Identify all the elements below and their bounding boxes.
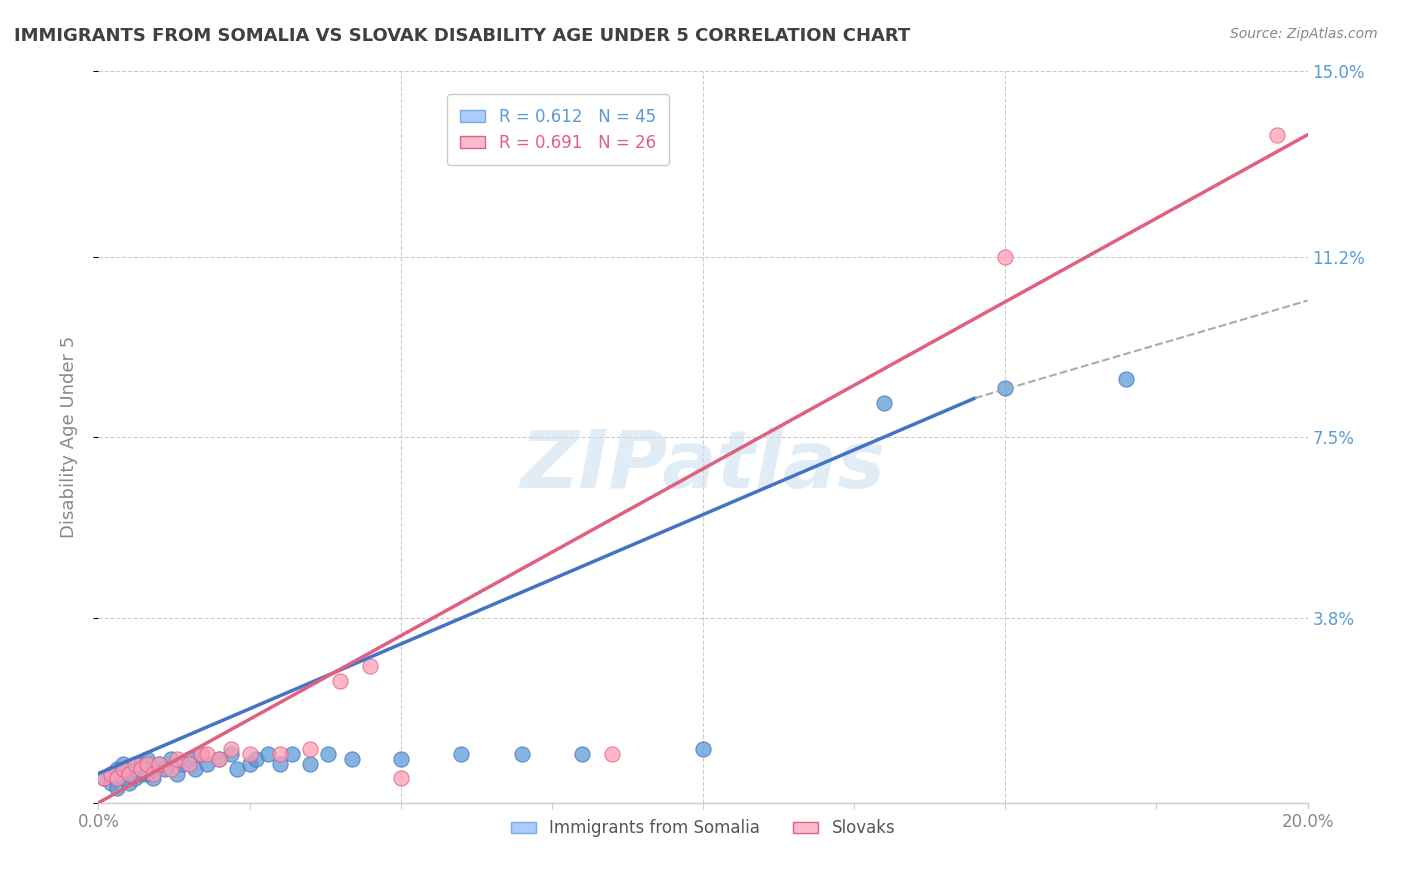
Text: IMMIGRANTS FROM SOMALIA VS SLOVAK DISABILITY AGE UNDER 5 CORRELATION CHART: IMMIGRANTS FROM SOMALIA VS SLOVAK DISABI… bbox=[14, 27, 910, 45]
Point bbox=[100, 766, 122, 780]
Point bbox=[221, 742, 243, 756]
Point bbox=[118, 776, 141, 790]
Point bbox=[129, 766, 152, 780]
Point bbox=[195, 747, 218, 761]
Point bbox=[256, 747, 278, 761]
Y-axis label: Disability Age Under 5: Disability Age Under 5 bbox=[59, 336, 77, 538]
Point bbox=[281, 747, 304, 761]
Point bbox=[142, 766, 165, 780]
Point bbox=[166, 766, 188, 780]
Point bbox=[172, 756, 194, 771]
Point bbox=[124, 756, 146, 771]
Point bbox=[100, 766, 122, 780]
Point bbox=[389, 772, 412, 786]
Point bbox=[269, 747, 291, 761]
Point bbox=[571, 747, 593, 761]
Text: ZIPatlas: ZIPatlas bbox=[520, 427, 886, 506]
Point bbox=[221, 747, 243, 761]
Point bbox=[124, 762, 146, 776]
Point bbox=[111, 756, 134, 771]
Point bbox=[129, 756, 152, 771]
Point bbox=[1115, 371, 1137, 385]
Point bbox=[190, 747, 212, 761]
Point bbox=[239, 756, 262, 771]
Point bbox=[269, 756, 291, 771]
Point bbox=[299, 742, 322, 756]
Point bbox=[316, 747, 339, 761]
Point bbox=[160, 752, 183, 766]
Point bbox=[208, 752, 231, 766]
Point bbox=[153, 762, 176, 776]
Point bbox=[93, 772, 115, 786]
Point bbox=[179, 752, 201, 766]
Point bbox=[118, 766, 141, 780]
Point bbox=[160, 762, 183, 776]
Point bbox=[142, 762, 165, 776]
Point bbox=[208, 752, 231, 766]
Point bbox=[105, 762, 128, 776]
Point bbox=[135, 756, 157, 771]
Point bbox=[602, 747, 624, 761]
Point bbox=[1267, 128, 1289, 142]
Point bbox=[179, 756, 201, 771]
Point bbox=[190, 747, 212, 761]
Point bbox=[111, 772, 134, 786]
Point bbox=[389, 752, 412, 766]
Legend: Immigrants from Somalia, Slovaks: Immigrants from Somalia, Slovaks bbox=[502, 811, 904, 846]
Point bbox=[93, 772, 115, 786]
Point bbox=[239, 747, 262, 761]
Point bbox=[342, 752, 364, 766]
Point bbox=[299, 756, 322, 771]
Point bbox=[329, 673, 352, 688]
Point bbox=[994, 381, 1017, 395]
Point bbox=[111, 762, 134, 776]
Point bbox=[195, 756, 218, 771]
Point bbox=[105, 772, 128, 786]
Point bbox=[510, 747, 533, 761]
Point bbox=[105, 781, 128, 796]
Point bbox=[994, 250, 1017, 264]
Text: Source: ZipAtlas.com: Source: ZipAtlas.com bbox=[1230, 27, 1378, 41]
Point bbox=[142, 772, 165, 786]
Point bbox=[184, 762, 207, 776]
Point bbox=[245, 752, 267, 766]
Point bbox=[148, 756, 170, 771]
Point bbox=[135, 766, 157, 780]
Point bbox=[360, 659, 382, 673]
Point bbox=[135, 752, 157, 766]
Point bbox=[692, 742, 714, 756]
Point bbox=[100, 776, 122, 790]
Point bbox=[118, 766, 141, 780]
Point bbox=[148, 756, 170, 771]
Point bbox=[129, 762, 152, 776]
Point bbox=[873, 396, 896, 410]
Point bbox=[166, 752, 188, 766]
Point bbox=[226, 762, 249, 776]
Point bbox=[124, 772, 146, 786]
Point bbox=[450, 747, 472, 761]
